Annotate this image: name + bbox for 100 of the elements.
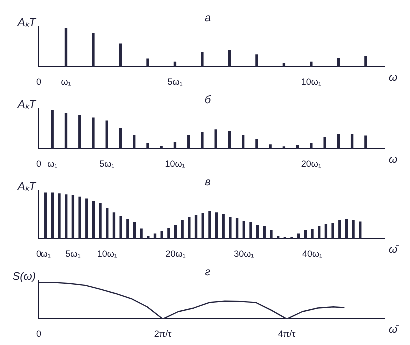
bar: [51, 110, 54, 150]
bar: [78, 115, 82, 150]
bar: [215, 212, 218, 240]
bar: [160, 146, 163, 150]
bar: [119, 128, 122, 150]
x-tick-label: 10ω₁: [97, 249, 118, 260]
bar: [201, 132, 204, 150]
x-tick-label: ω₁: [61, 77, 72, 88]
bar: [86, 198, 88, 240]
bar: [65, 194, 68, 240]
bar: [324, 137, 326, 150]
bar: [318, 226, 321, 240]
y-axis-title: S(ω): [12, 270, 36, 283]
bar: [92, 201, 96, 240]
x-tick-label: 10ω₁: [165, 159, 186, 170]
bar: [99, 203, 102, 240]
bar: [78, 196, 82, 240]
bar: [310, 62, 313, 68]
x-tick-label: ω₁: [48, 159, 58, 170]
bar: [64, 113, 68, 150]
bar: [174, 225, 178, 240]
bar: [228, 131, 232, 150]
bar: [92, 118, 95, 150]
chart-title: б: [204, 94, 212, 107]
bar: [311, 229, 314, 240]
bar: [126, 219, 130, 240]
x-tick-label: 40ω₁: [302, 249, 323, 260]
x-tick-label: 0: [36, 329, 42, 340]
bar: [64, 28, 68, 68]
chart-title: а: [204, 12, 212, 25]
y-axis-title: AₖT: [16, 98, 38, 111]
bar: [181, 220, 184, 240]
bar: [345, 219, 348, 240]
bar: [364, 136, 368, 150]
bar: [106, 120, 108, 150]
bar: [256, 225, 260, 240]
bar: [256, 139, 258, 150]
bar: [106, 208, 109, 240]
bar: [146, 58, 150, 68]
x-tick-label: 20ω₁: [166, 249, 186, 260]
bar: [147, 236, 150, 240]
bar: [242, 221, 246, 240]
bar: [236, 218, 239, 240]
x-tick-label: 5ω₁: [66, 249, 81, 260]
x-tick-label: 5ω₁: [168, 77, 183, 88]
bar: [120, 216, 122, 240]
bar: [228, 50, 232, 68]
bar: [263, 226, 266, 240]
bar: [277, 236, 280, 240]
x-tick-label: 0: [36, 159, 42, 170]
bar: [119, 44, 122, 68]
bar: [242, 135, 245, 150]
bar: [337, 134, 340, 150]
bar: [44, 192, 48, 240]
x-tick-label: 0: [36, 77, 42, 88]
x-tick-label: ω₁: [40, 249, 51, 260]
bar: [168, 228, 170, 240]
x-axis-title: ω̄: [389, 244, 400, 256]
bar: [208, 211, 212, 240]
bar: [112, 212, 116, 240]
bar: [269, 144, 272, 150]
x-tick-label: 30ω₁: [234, 249, 254, 260]
bar: [188, 135, 190, 150]
bar: [214, 130, 218, 150]
x-tick-label: 20ω₁: [301, 159, 322, 170]
bar: [133, 222, 136, 240]
x-axis-title: ω: [389, 154, 398, 166]
bar: [194, 215, 198, 240]
y-axis-title: AₖT: [16, 180, 38, 193]
x-axis-title: ω: [389, 72, 398, 84]
bar: [146, 143, 150, 150]
bar: [160, 231, 164, 240]
x-tick-label: 10ω₁: [301, 77, 322, 88]
chart-title: г: [205, 266, 212, 279]
bar: [364, 56, 368, 68]
bar: [222, 214, 225, 240]
bar: [188, 217, 191, 240]
bar: [304, 230, 308, 240]
bar: [133, 135, 136, 150]
bar: [338, 220, 342, 240]
bar: [332, 223, 334, 240]
bar: [229, 217, 232, 240]
bar: [58, 194, 61, 240]
bar: [324, 224, 328, 240]
bar: [202, 213, 204, 240]
bar: [270, 230, 273, 240]
y-axis-title: AₖT: [16, 16, 38, 29]
x-tick-label: 4π/τ: [278, 329, 296, 340]
bar: [92, 33, 95, 68]
chart-title: в: [205, 176, 212, 189]
bar: [256, 54, 258, 68]
bar: [201, 52, 204, 68]
bar: [359, 222, 362, 240]
x-tick-label: 5ω₁: [100, 159, 115, 170]
bar: [250, 222, 252, 240]
x-tick-label: 2π/τ: [154, 329, 172, 340]
bar: [72, 195, 75, 240]
bar: [51, 192, 54, 240]
bar: [282, 63, 286, 68]
bar: [337, 58, 340, 68]
